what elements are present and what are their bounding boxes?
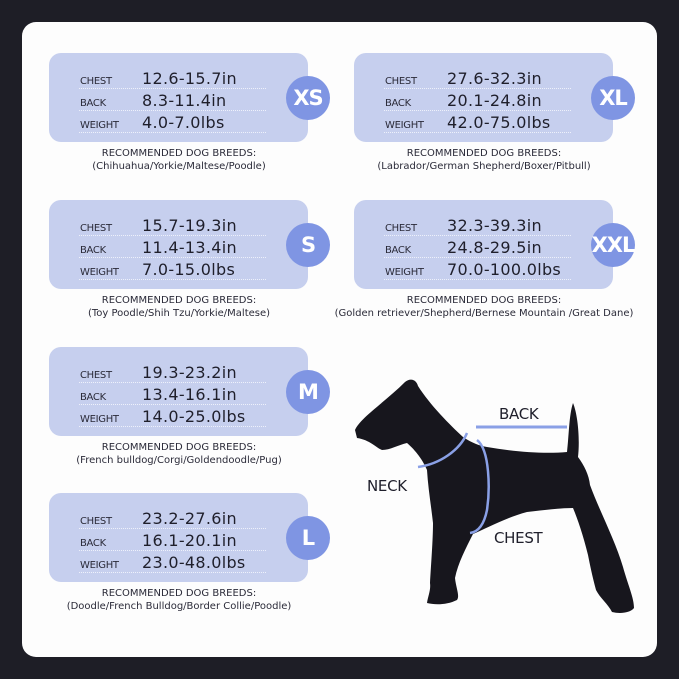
chest-label: CHEST [80, 516, 112, 527]
weight-row: WEIGHT 4.0-7.0lbs [79, 110, 266, 133]
size-badge: S [286, 223, 330, 267]
back-value: 20.1-24.8in [447, 91, 542, 110]
chest-strap [469, 439, 490, 535]
weight-row: WEIGHT 23.0-48.0lbs [79, 550, 266, 573]
recommended-breeds: RECOMMENDED DOG BREEDS: (Doodle/French B… [29, 587, 329, 613]
breeds-list: (French bulldog/Corgi/Goldendoodle/Pug) [76, 455, 282, 466]
back-value: 11.4-13.4in [142, 238, 237, 257]
breeds-heading: RECOMMENDED DOG BREEDS: [406, 148, 562, 159]
recommended-breeds: RECOMMENDED DOG BREEDS: (French bulldog/… [29, 441, 329, 467]
back-label: BACK [385, 98, 411, 109]
back-label: BACK [80, 245, 106, 256]
breeds-list: (Toy Poodle/Shih Tzu/Yorkie/Maltese) [87, 308, 271, 319]
breeds-list: (Doodle/French Bulldog/Border Collie/Poo… [66, 601, 292, 612]
weight-value: 4.0-7.0lbs [142, 113, 225, 132]
size-badge: XXL [591, 223, 635, 267]
breeds-heading: RECOMMENDED DOG BREEDS: [101, 588, 257, 599]
weight-label: WEIGHT [80, 560, 119, 571]
weight-row: WEIGHT 42.0-75.0lbs [384, 110, 571, 133]
breeds-list: (Chihuahua/Yorkie/Maltese/Poodle) [92, 161, 266, 172]
chest-label: CHEST [80, 223, 112, 234]
size-card-xxl: CHEST 32.3-39.3in BACK 24.8-29.5in WEIGH… [354, 200, 635, 289]
chest-row: CHEST 27.6-32.3in [384, 66, 571, 89]
weight-label: WEIGHT [80, 120, 119, 131]
back-row: BACK 8.3-11.4in [79, 88, 266, 111]
back-label: BACK [80, 98, 106, 109]
back-row: BACK 24.8-29.5in [384, 235, 571, 258]
breeds-heading: RECOMMENDED DOG BREEDS: [101, 295, 257, 306]
back-label: BACK [385, 245, 411, 256]
chest-value: 19.3-23.2in [142, 363, 237, 382]
chest-value: 15.7-19.3in [142, 216, 237, 235]
chest-label: CHEST [80, 370, 112, 381]
weight-label: WEIGHT [385, 120, 424, 131]
size-card-l: CHEST 23.2-27.6in BACK 16.1-20.1in WEIGH… [49, 493, 330, 582]
weight-label: WEIGHT [80, 267, 119, 278]
chest-row: CHEST 32.3-39.3in [384, 213, 571, 236]
neck-label: NECK [367, 477, 407, 495]
chest-label: CHEST [385, 223, 417, 234]
back-row: BACK 16.1-20.1in [79, 528, 266, 551]
chest-value: 23.2-27.6in [142, 509, 237, 528]
size-badge: XS [286, 76, 330, 120]
chest-value: 27.6-32.3in [447, 69, 542, 88]
chest-label: CHEST [80, 76, 112, 87]
weight-row: WEIGHT 7.0-15.0lbs [79, 257, 266, 280]
size-card-m: CHEST 19.3-23.2in BACK 13.4-16.1in WEIGH… [49, 347, 330, 436]
back-label: BACK [80, 538, 106, 549]
weight-label: WEIGHT [80, 414, 119, 425]
chest-row: CHEST 19.3-23.2in [79, 360, 266, 383]
breeds-list: (Labrador/German Shepherd/Boxer/Pitbull) [377, 161, 591, 172]
weight-row: WEIGHT 14.0-25.0lbs [79, 404, 266, 427]
back-label: BACK [80, 392, 106, 403]
breeds-heading: RECOMMENDED DOG BREEDS: [101, 148, 257, 159]
back-label: BACK [499, 405, 539, 423]
recommended-breeds: RECOMMENDED DOG BREEDS: (Toy Poodle/Shih… [29, 294, 329, 320]
chest-label: CHEST [494, 529, 543, 547]
breeds-heading: RECOMMENDED DOG BREEDS: [101, 442, 257, 453]
chest-row: CHEST 23.2-27.6in [79, 506, 266, 529]
size-badge: XL [591, 76, 635, 120]
recommended-breeds: RECOMMENDED DOG BREEDS: (Labrador/German… [334, 147, 634, 173]
chest-row: CHEST 15.7-19.3in [79, 213, 266, 236]
recommended-breeds: RECOMMENDED DOG BREEDS: (Chihuahua/Yorki… [29, 147, 329, 173]
size-card-xs: CHEST 12.6-15.7in BACK 8.3-11.4in WEIGHT… [49, 53, 330, 142]
breeds-list: (Golden retriever/Shepherd/Bernese Mount… [334, 308, 634, 319]
weight-value: 70.0-100.0lbs [447, 260, 562, 279]
back-value: 13.4-16.1in [142, 385, 237, 404]
back-row: BACK 11.4-13.4in [79, 235, 266, 258]
back-value: 8.3-11.4in [142, 91, 227, 110]
recommended-breeds: RECOMMENDED DOG BREEDS: (Golden retrieve… [334, 294, 634, 320]
weight-value: 23.0-48.0lbs [142, 553, 246, 572]
weight-row: WEIGHT 70.0-100.0lbs [384, 257, 571, 280]
weight-value: 42.0-75.0lbs [447, 113, 551, 132]
back-row: BACK 20.1-24.8in [384, 88, 571, 111]
back-row: BACK 13.4-16.1in [79, 382, 266, 405]
chest-value: 12.6-15.7in [142, 69, 237, 88]
chest-value: 32.3-39.3in [447, 216, 542, 235]
size-badge: M [286, 370, 330, 414]
chest-label: CHEST [385, 76, 417, 87]
weight-value: 14.0-25.0lbs [142, 407, 246, 426]
weight-label: WEIGHT [385, 267, 424, 278]
chest-row: CHEST 12.6-15.7in [79, 66, 266, 89]
dog-silhouette [355, 379, 634, 613]
size-badge: L [286, 516, 330, 560]
size-card-s: CHEST 15.7-19.3in BACK 11.4-13.4in WEIGH… [49, 200, 330, 289]
neck-collar [417, 432, 469, 469]
back-value: 24.8-29.5in [447, 238, 542, 257]
back-value: 16.1-20.1in [142, 531, 237, 550]
weight-value: 7.0-15.0lbs [142, 260, 236, 279]
breeds-heading: RECOMMENDED DOG BREEDS: [406, 295, 562, 306]
size-card-xl: CHEST 27.6-32.3in BACK 20.1-24.8in WEIGH… [354, 53, 635, 142]
